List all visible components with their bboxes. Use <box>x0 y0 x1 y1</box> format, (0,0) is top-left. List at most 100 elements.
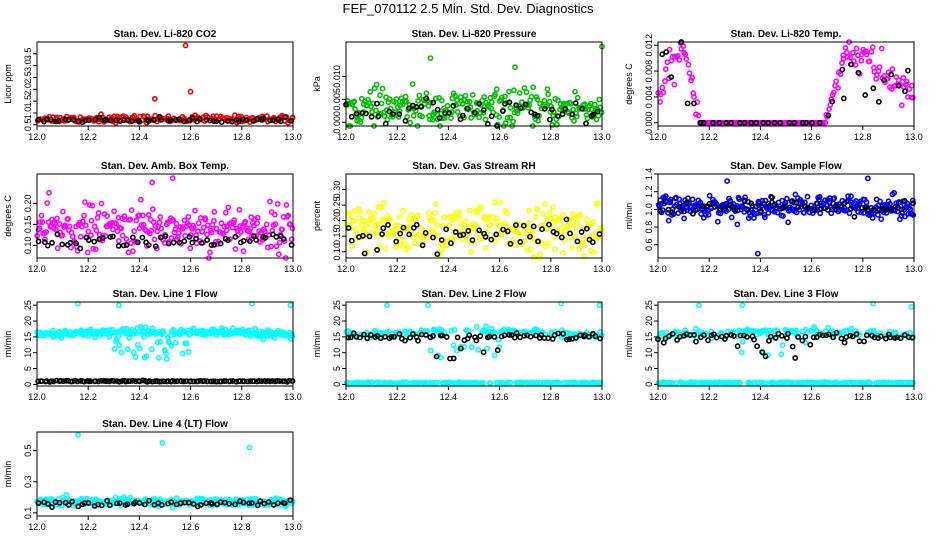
data-point <box>504 379 511 386</box>
data-point <box>139 212 146 219</box>
data-point <box>42 239 48 246</box>
data-point <box>149 206 156 213</box>
data-point <box>357 334 363 341</box>
x-tick-label: 12.4 <box>752 264 770 274</box>
data-point <box>909 197 916 204</box>
data-point <box>833 78 840 85</box>
data-point <box>121 213 128 220</box>
data-point <box>493 86 500 93</box>
data-point <box>450 102 457 109</box>
data-point <box>462 218 469 225</box>
x-tick-label: 12.0 <box>649 264 667 274</box>
data-point <box>415 98 421 104</box>
data-point <box>257 498 264 504</box>
data-point <box>795 334 801 340</box>
data-point <box>862 92 869 98</box>
outlier-point <box>696 302 702 309</box>
data-point <box>254 214 261 221</box>
data-point <box>517 105 524 111</box>
data-point <box>855 69 862 76</box>
data-point <box>120 242 127 249</box>
data-point <box>824 207 831 213</box>
data-point <box>488 99 495 106</box>
data-point <box>549 106 555 113</box>
data-point <box>430 332 436 339</box>
data-point <box>533 332 539 339</box>
data-point <box>195 220 202 226</box>
data-point <box>366 209 372 215</box>
data-point <box>762 197 769 204</box>
plot-frame <box>345 173 603 259</box>
data-point <box>430 99 437 106</box>
panel-title: Stan. Dev. Line 4 (LT) Flow <box>102 419 228 430</box>
data-point <box>139 234 146 241</box>
y-tick-label: 0 <box>332 382 342 387</box>
x-tick-label: 12.0 <box>28 522 46 532</box>
data-point <box>737 379 743 386</box>
x-tick-label: 12.8 <box>854 264 872 274</box>
data-point <box>287 221 293 227</box>
data-point <box>407 119 413 126</box>
data-point <box>504 210 510 217</box>
data-point <box>261 228 268 235</box>
data-point <box>521 332 528 339</box>
data-point <box>907 329 913 336</box>
data-point <box>426 210 432 216</box>
data-point <box>799 337 806 344</box>
data-point <box>57 377 64 384</box>
data-point <box>107 117 114 124</box>
data-point <box>65 215 71 222</box>
data-point <box>584 115 591 122</box>
y-tick-label: 0.20 <box>332 212 342 230</box>
data-point <box>902 213 908 220</box>
data-point <box>728 214 735 221</box>
data-point <box>203 231 210 238</box>
data-point <box>157 234 164 241</box>
data-point <box>492 91 498 98</box>
y-tick-label: 1.5 <box>23 95 33 108</box>
data-point <box>898 102 905 109</box>
data-point <box>663 49 670 55</box>
data-point <box>418 103 425 110</box>
data-point <box>129 118 135 124</box>
x-tick-label: 12.8 <box>542 392 560 402</box>
data-point <box>274 500 281 507</box>
data-point <box>713 334 720 341</box>
data-point <box>207 249 213 256</box>
data-point <box>772 334 779 341</box>
data-point <box>506 88 512 95</box>
data-point <box>479 379 486 386</box>
x-tick-label: 12.6 <box>182 522 200 532</box>
data-point <box>520 222 527 229</box>
data-point <box>140 221 147 228</box>
data-point <box>266 198 273 205</box>
data-point <box>895 82 902 89</box>
data-point <box>504 228 511 235</box>
data-point <box>762 214 768 221</box>
data-point <box>183 340 190 347</box>
plot-frame <box>657 173 915 259</box>
data-point <box>110 233 116 240</box>
data-point <box>804 204 811 211</box>
data-point <box>835 85 841 91</box>
data-point <box>382 245 389 252</box>
x-tick-label: 12.4 <box>440 264 458 274</box>
y-tick-label: 1.4 <box>644 168 654 181</box>
data-point <box>527 333 534 340</box>
data-point <box>476 227 483 234</box>
data-point <box>686 70 693 77</box>
data-point <box>77 233 84 240</box>
data-point <box>360 331 367 338</box>
data-point <box>156 219 163 226</box>
data-point <box>185 348 192 355</box>
plot-frame <box>36 41 294 127</box>
data-point <box>826 379 832 386</box>
data-point <box>482 116 489 123</box>
data-point <box>119 232 126 239</box>
data-point <box>450 342 457 349</box>
data-point <box>252 325 259 332</box>
y-tick-label: 0 <box>23 382 33 387</box>
y-tick-label: 25 <box>332 300 342 310</box>
data-point <box>221 223 228 230</box>
data-point <box>265 499 272 505</box>
